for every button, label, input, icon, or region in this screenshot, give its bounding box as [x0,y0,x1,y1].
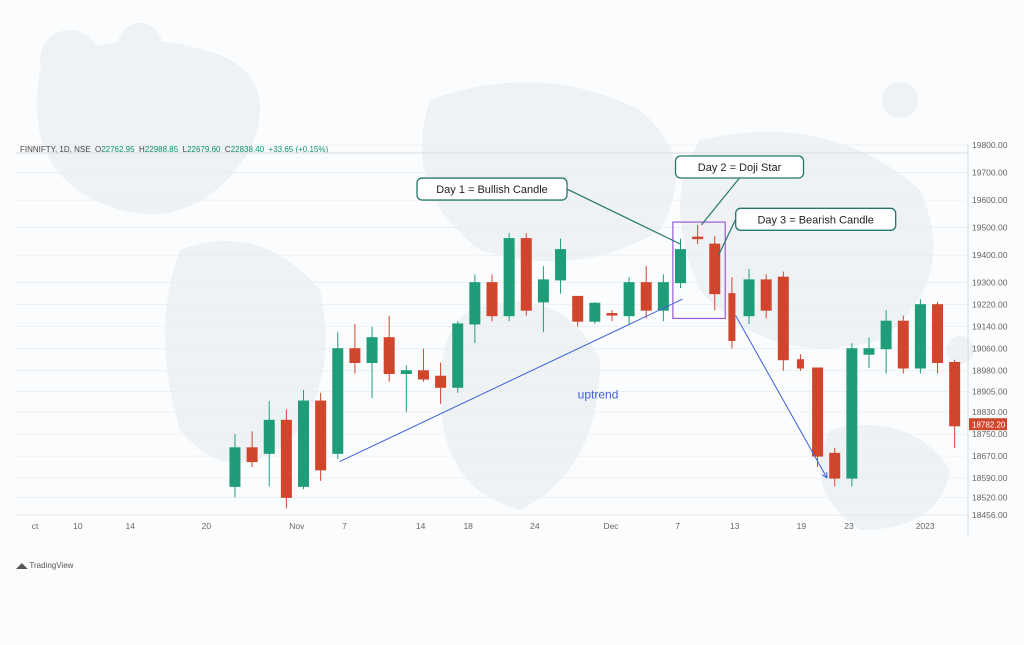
svg-text:18456.00: 18456.00 [972,510,1008,520]
svg-text:2023: 2023 [916,521,935,531]
svg-text:14: 14 [416,521,426,531]
svg-text:19140.00: 19140.00 [972,322,1008,332]
svg-text:18830.00: 18830.00 [972,407,1008,417]
svg-text:23: 23 [844,521,854,531]
svg-text:24: 24 [530,521,540,531]
svg-text:19800.00: 19800.00 [972,140,1008,150]
svg-text:Dec: Dec [603,521,619,531]
svg-text:19: 19 [797,521,807,531]
candlestick-chart[interactable]: 18456.00 18520.00 18590.00 18670.00 18750.00… [16,135,1008,565]
svg-text:19700.00: 19700.00 [972,168,1008,178]
svg-text:19220.00: 19220.00 [972,300,1008,310]
svg-text:18980.00: 18980.00 [972,366,1008,376]
svg-text:Day 3 = Bearish Candle: Day 3 = Bearish Candle [757,214,873,226]
svg-text:14: 14 [126,521,136,531]
svg-text:19500.00: 19500.00 [972,223,1008,233]
svg-text:Nov: Nov [289,521,305,531]
svg-text:18905.00: 18905.00 [972,386,1008,396]
svg-text:Day 2 = Doji Star: Day 2 = Doji Star [698,162,782,174]
svg-text:18670.00: 18670.00 [972,451,1008,461]
svg-text:18590.00: 18590.00 [972,473,1008,483]
svg-text:Day 1 = Bullish Candle: Day 1 = Bullish Candle [436,184,548,196]
svg-text:19600.00: 19600.00 [972,195,1008,205]
svg-text:19060.00: 19060.00 [972,344,1008,354]
svg-text:18: 18 [463,521,473,531]
svg-text:7: 7 [675,521,680,531]
svg-text:7: 7 [342,521,347,531]
tradingview-attribution: ◢◣ TradingView [16,561,73,570]
svg-text:uptrend: uptrend [578,387,619,401]
svg-text:19400.00: 19400.00 [972,250,1008,260]
svg-text:ct: ct [32,521,39,531]
svg-text:18520.00: 18520.00 [972,492,1008,502]
svg-text:18782.20: 18782.20 [972,421,1006,430]
svg-text:19300.00: 19300.00 [972,278,1008,288]
svg-text:18750.00: 18750.00 [972,429,1008,439]
svg-text:10: 10 [73,521,83,531]
svg-text:20: 20 [202,521,212,531]
svg-text:13: 13 [730,521,740,531]
